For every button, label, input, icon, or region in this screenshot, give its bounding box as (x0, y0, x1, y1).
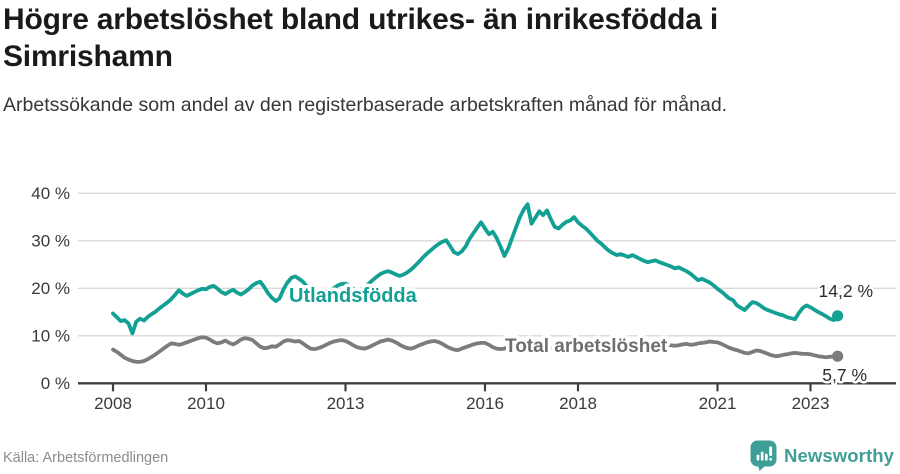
y-tick-label: 10 % (31, 326, 70, 345)
series-line-total (111, 335, 840, 364)
x-tick-label: 2016 (466, 394, 504, 413)
page-subtitle: Arbetssökande som andel av den registerb… (3, 94, 728, 116)
newsworthy-wordmark: Newsworthy (784, 444, 894, 466)
y-tick-label: 0 % (41, 374, 70, 393)
series-label-utlandsfodda: Utlandsfödda (289, 285, 418, 307)
newsworthy-icon (750, 440, 777, 471)
end-value-label-utlandsfodda: 14,2 % (819, 281, 873, 301)
series-line-utlandsfodda (111, 202, 840, 336)
series-end-dot-utlandsfodda (832, 310, 844, 322)
x-tick-label: 2010 (187, 394, 225, 413)
series-label-total: Total arbetslöshet (505, 336, 668, 357)
y-tick-label: 20 % (31, 279, 70, 298)
y-tick-label: 40 % (31, 184, 70, 203)
end-value-label-total: 5,7 % (822, 365, 867, 385)
series-end-dot-total (832, 350, 844, 362)
x-tick-label: 2021 (699, 394, 737, 413)
page-title: Högre arbetslöshet bland utrikes- än inr… (3, 3, 718, 73)
y-tick-label: 30 % (31, 231, 70, 250)
x-tick-label: 2013 (327, 394, 365, 413)
x-tick-label: 2023 (792, 394, 830, 413)
source-note: Källa: Arbetsförmedlingen (3, 450, 169, 466)
x-tick-label: 2018 (559, 394, 597, 413)
newsworthy-logo: Newsworthy (750, 440, 894, 471)
x-tick-label: 2008 (94, 394, 132, 413)
